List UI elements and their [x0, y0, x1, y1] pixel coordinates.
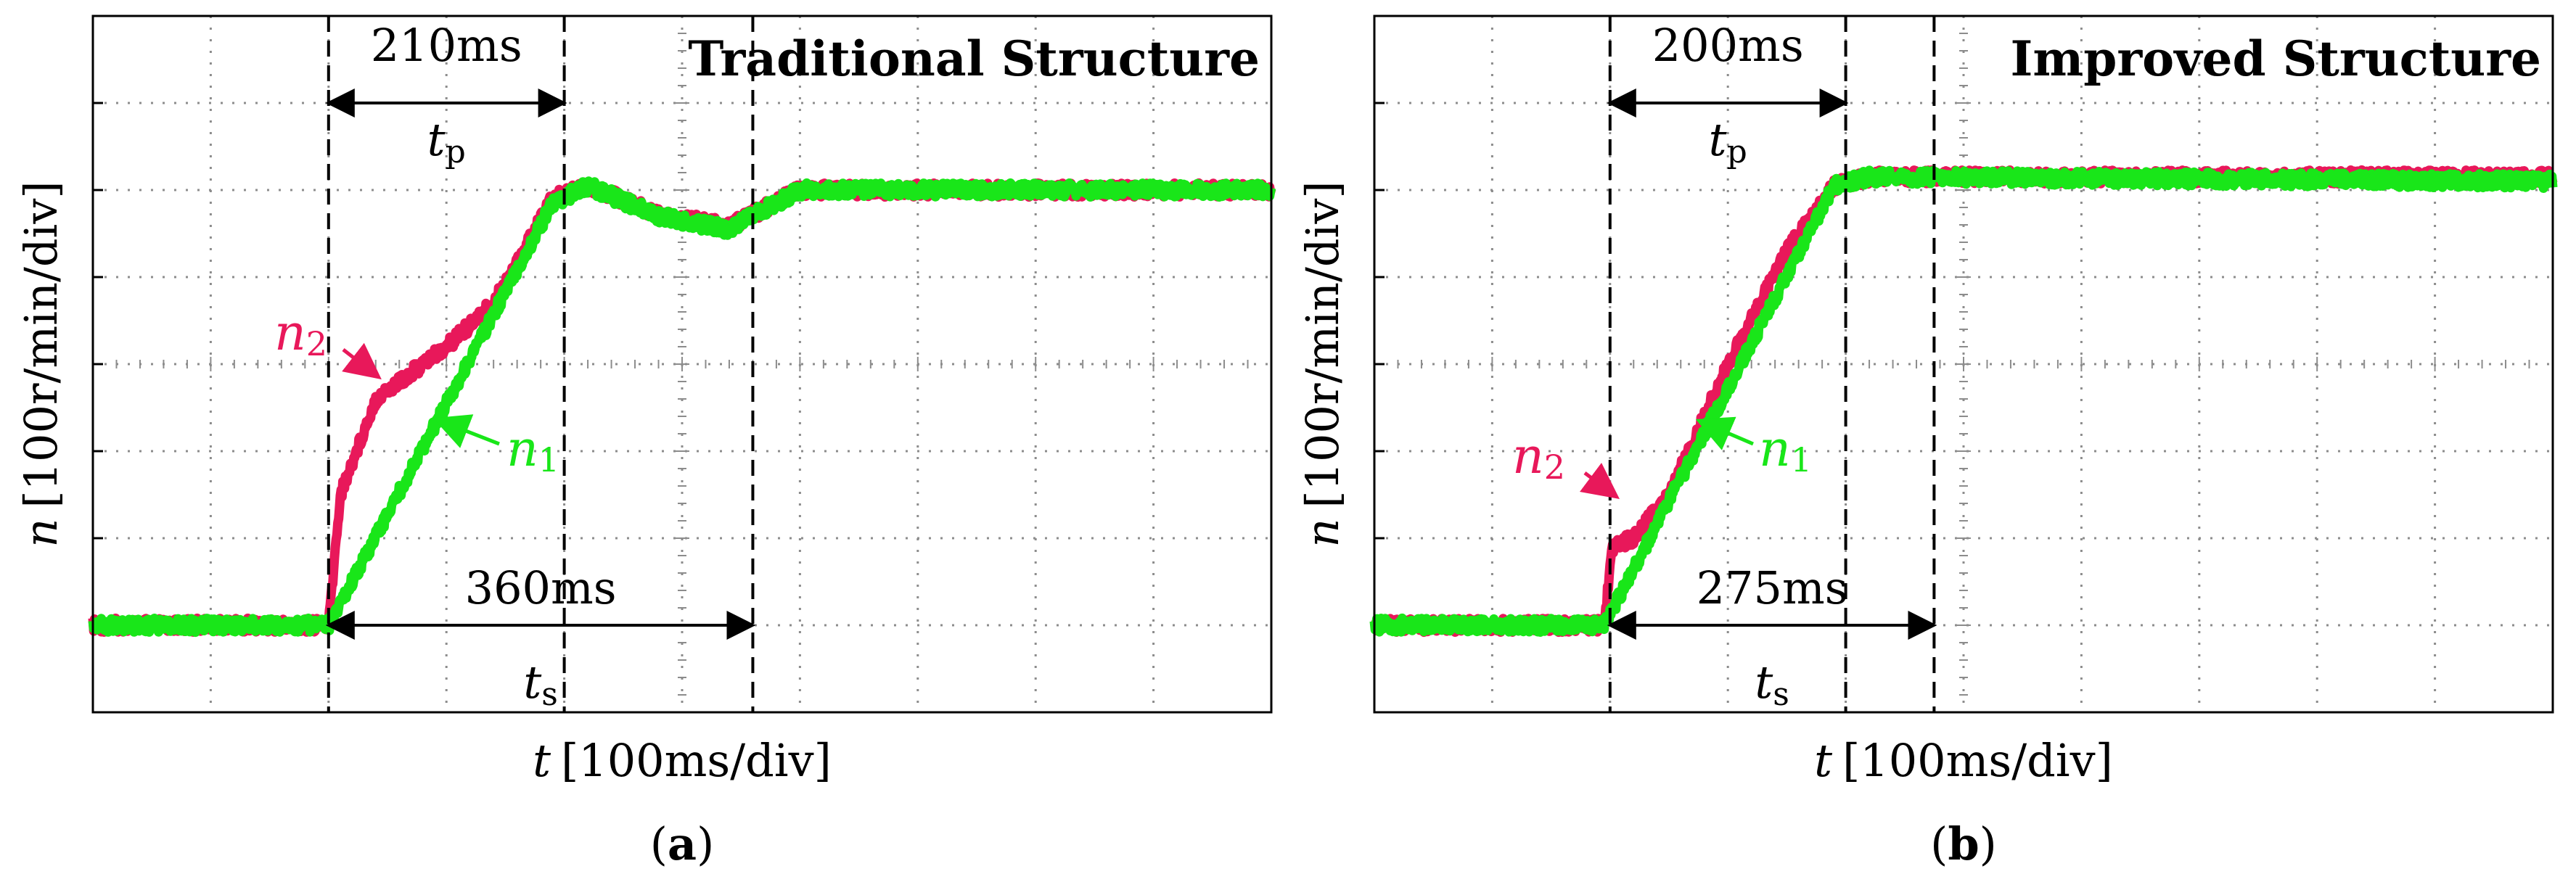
- chart-panel-b: Improved Structure 200ms tp 275ms ts n2 …: [1296, 15, 2558, 870]
- y-axis-label: n [100r/min/div]: [15, 181, 67, 547]
- n2-label: n2: [274, 305, 327, 363]
- paren-open: (: [650, 817, 668, 870]
- n2-sub: 2: [306, 324, 327, 363]
- chart-title: Traditional Structure: [688, 30, 1260, 87]
- plot-frame: [91, 15, 1273, 714]
- ts-sub: s: [541, 676, 558, 713]
- tp-label: tp: [1709, 113, 1747, 170]
- ts-label: ts: [523, 656, 558, 713]
- series-n1-line: [88, 176, 1276, 638]
- y-axis-unit: [100r/min/div]: [1296, 181, 1349, 508]
- y-axis-var: n: [15, 519, 67, 548]
- grid: [1374, 15, 2554, 713]
- ts-var: t: [1755, 656, 1773, 709]
- n2-var: n: [1512, 428, 1544, 485]
- n2-var: n: [274, 305, 306, 362]
- series-group: [88, 176, 1276, 638]
- x-axis-label: t [100ms/div]: [533, 734, 832, 787]
- tp-value-label: 210ms: [371, 19, 522, 72]
- n1-label: n1: [506, 421, 559, 479]
- x-axis-unit: [100ms/div]: [561, 734, 832, 787]
- n1-var: n: [506, 421, 538, 478]
- panel-label: (a): [650, 817, 715, 870]
- n1-sub: 1: [1791, 440, 1812, 479]
- n1-var: n: [1759, 421, 1791, 478]
- ts-sub: s: [1773, 676, 1789, 713]
- y-axis-var: n: [1296, 519, 1349, 548]
- plot-frame: [1373, 15, 2554, 714]
- chart-title: Improved Structure: [2011, 30, 2541, 87]
- panel-label: (b): [1930, 817, 1997, 870]
- y-axis-label: n [100r/min/div]: [1296, 181, 1349, 547]
- ts-label: ts: [1755, 656, 1789, 713]
- n2-sub: 2: [1544, 448, 1565, 487]
- y-axis-unit: [100r/min/div]: [15, 181, 67, 508]
- paren-close: ): [1980, 817, 1997, 870]
- n2-arrow: [342, 342, 382, 380]
- series-group: [1369, 165, 2558, 638]
- paren-open: (: [1930, 817, 1948, 870]
- n1-label: n1: [1759, 421, 1812, 479]
- ts-value-label: 275ms: [1697, 561, 1848, 614]
- n1-arrow: [1695, 416, 1754, 450]
- n1-sub: 1: [538, 440, 559, 479]
- n2-arrow: [1580, 463, 1620, 499]
- tp-label: tp: [427, 113, 466, 170]
- ts-value-label: 360ms: [465, 561, 617, 614]
- x-axis-var: t: [533, 734, 551, 787]
- tp-value-label: 200ms: [1652, 19, 1804, 72]
- chart-panel-a: Traditional Structure 210ms tp 360ms ts …: [15, 15, 1276, 870]
- x-axis-var: t: [1814, 734, 1832, 787]
- n1-arrow: [432, 414, 500, 448]
- ts-var: t: [523, 656, 541, 709]
- tp-sub: p: [446, 133, 466, 170]
- series-n1-line: [1369, 165, 2558, 637]
- x-axis-label: t [100ms/div]: [1814, 734, 2113, 787]
- grid: [92, 15, 1272, 713]
- tp-var: t: [1709, 113, 1727, 166]
- panel-letter: b: [1948, 817, 1979, 870]
- tp-sub: p: [1727, 133, 1747, 170]
- time-markers: [1607, 16, 1937, 712]
- paren-close: ): [697, 817, 714, 870]
- n2-label: n2: [1512, 428, 1565, 487]
- tp-var: t: [427, 113, 446, 166]
- time-markers: [325, 16, 756, 712]
- panel-letter: a: [668, 817, 697, 870]
- x-axis-unit: [100ms/div]: [1842, 734, 2113, 787]
